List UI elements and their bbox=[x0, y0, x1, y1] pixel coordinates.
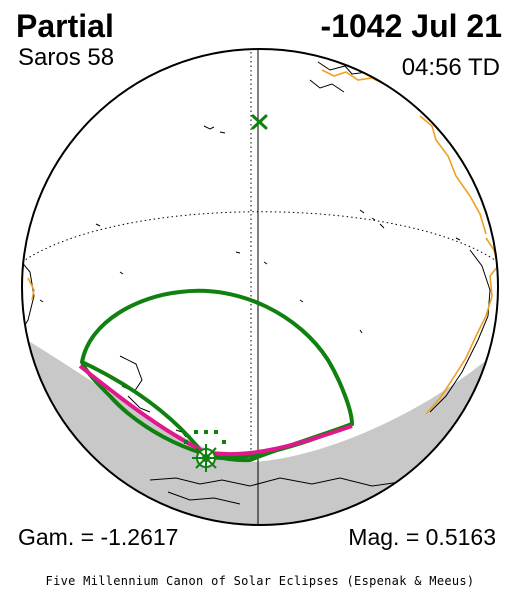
subsolar-x-marker bbox=[251, 114, 268, 130]
eclipse-time: 04:56 TD bbox=[401, 54, 500, 81]
magnitude-value: Mag. = 0.5163 bbox=[348, 524, 496, 550]
equator-line bbox=[22, 211, 498, 263]
globe-outline bbox=[21, 48, 499, 526]
night-shade bbox=[22, 330, 498, 525]
gamma-value: Gam. = -1.2617 bbox=[18, 524, 179, 550]
eclipse-date: -1042 Jul 21 bbox=[320, 8, 502, 44]
credit-line: Five Millennium Canon of Solar Eclipses … bbox=[45, 574, 475, 588]
greatest-eclipse-star bbox=[184, 430, 226, 472]
penumbral-limit-curve bbox=[79, 288, 355, 463]
saros-label: Saros 58 bbox=[18, 44, 115, 71]
eclipse-type-title: Partial bbox=[16, 8, 114, 44]
coastlines-orange bbox=[27, 69, 498, 415]
